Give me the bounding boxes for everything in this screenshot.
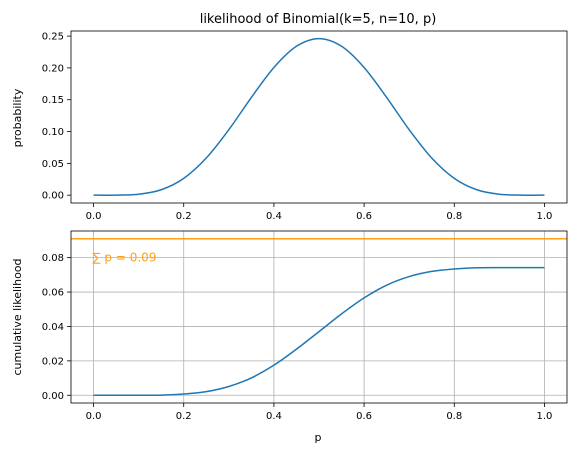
- y-tick-label: 0.02: [42, 356, 64, 367]
- x-tick-label: 0.6: [356, 411, 372, 422]
- series-line: [94, 39, 545, 196]
- y-tick-label: 0.00: [42, 191, 64, 202]
- likelihood-marks: 0.0 0.2 0.4 0.6 0.8 1.0 0.00 0.05 0.10 0.15 0.20 0.…: [42, 32, 553, 222]
- x-tick-label: 1.0: [537, 411, 553, 422]
- x-tick-label: 0.0: [86, 211, 102, 222]
- y-tick-label: 0.15: [42, 95, 64, 106]
- y-tick-label: 0.05: [42, 159, 64, 170]
- plot-frame: [71, 31, 567, 203]
- x-tick-label: 0.8: [446, 211, 462, 222]
- y-axis-label: cumulative likelihood: [11, 258, 24, 375]
- y-axis-label: probability: [11, 88, 24, 147]
- y-tick-label: 0.08: [42, 253, 64, 264]
- y-tick-label: 0.10: [42, 127, 64, 138]
- cumulative-marks: 0.0 0.2 0.4 0.6 0.8 1.0 0.00 0.02 0.04 0.06 0.08 ∑ …: [42, 231, 567, 422]
- chart-title: likelihood of Binomial(k=5, n=10, p): [200, 12, 437, 27]
- sum-annotation: ∑ p = 0.09: [93, 251, 157, 265]
- x-tick-label: 0.8: [446, 411, 462, 422]
- cumulative-panel: p cumulative likelihood 0.0 0.2 0.4 0.6 0.8 1…: [11, 231, 567, 444]
- x-tick-label: 1.0: [537, 211, 553, 222]
- y-tick-label: 0.06: [42, 288, 64, 299]
- x-tick-label: 0.2: [176, 211, 192, 222]
- y-tick-label: 0.04: [42, 322, 64, 333]
- series-line: [94, 268, 545, 396]
- y-tick-label: 0.20: [42, 63, 64, 74]
- likelihood-panel: likelihood of Binomial(k=5, n=10, p) pro…: [11, 12, 567, 222]
- x-tick-label: 0.2: [176, 411, 192, 422]
- x-axis-label: p: [315, 431, 322, 444]
- x-tick-label: 0.6: [356, 211, 372, 222]
- x-tick-label: 0.0: [86, 411, 102, 422]
- y-tick-label: 0.00: [42, 391, 64, 402]
- x-tick-label: 0.4: [266, 411, 282, 422]
- y-tick-label: 0.25: [42, 32, 64, 43]
- x-tick-label: 0.4: [266, 211, 282, 222]
